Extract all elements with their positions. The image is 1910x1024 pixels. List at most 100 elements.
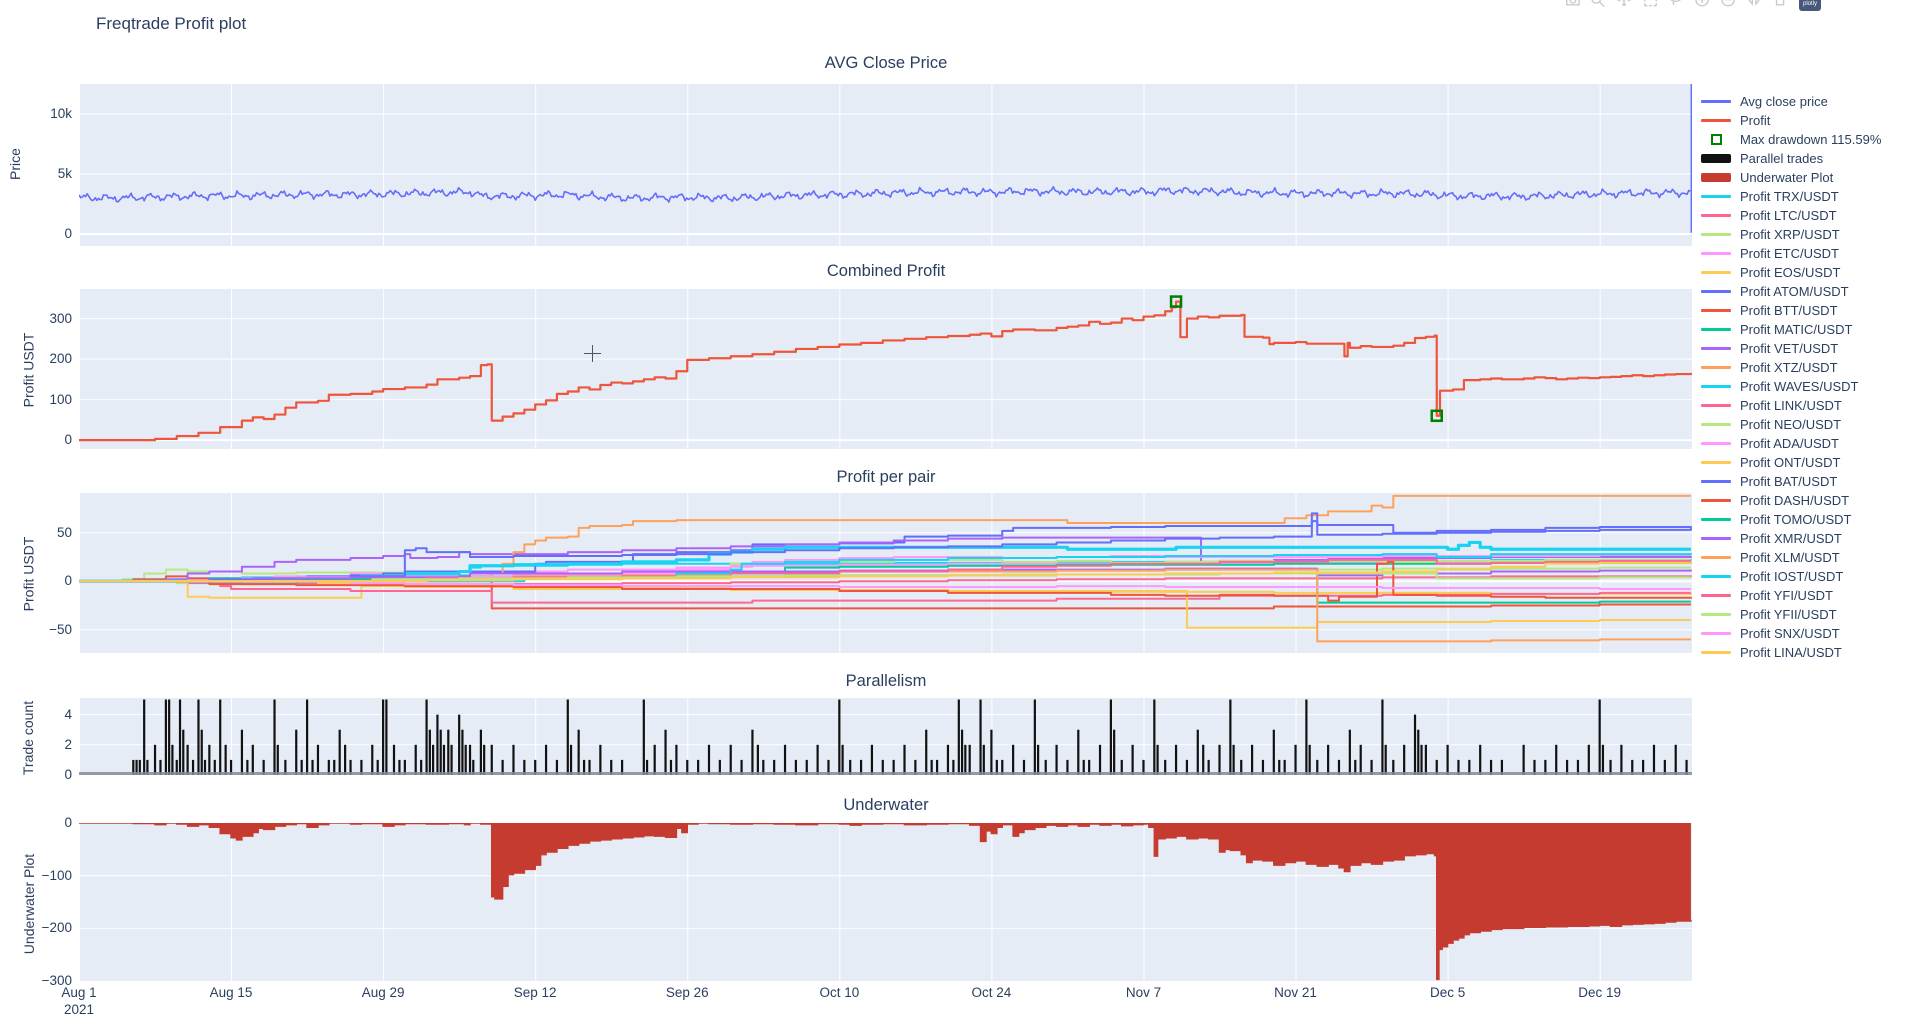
- box-select-icon[interactable]: [1643, 0, 1658, 11]
- legend-swatch-icon: [1700, 499, 1732, 502]
- y-tick-label: 0: [64, 432, 72, 448]
- legend-item[interactable]: Profit DASH/USDT: [1700, 491, 1910, 510]
- legend-item[interactable]: Profit LINA/USDT: [1700, 643, 1910, 662]
- legend-item[interactable]: Profit BTT/USDT: [1700, 301, 1910, 320]
- y-tick-label: 200: [49, 351, 72, 367]
- zoom-out-icon[interactable]: [1721, 0, 1736, 11]
- legend-item-label: Profit ATOM/USDT: [1740, 284, 1849, 299]
- legend-item[interactable]: Profit TRX/USDT: [1700, 187, 1910, 206]
- zoom-icon[interactable]: [1591, 0, 1606, 11]
- legend-item-label: Profit LINK/USDT: [1740, 398, 1842, 413]
- legend-swatch-icon: [1700, 119, 1732, 122]
- legend-item[interactable]: Profit YFII/USDT: [1700, 605, 1910, 624]
- legend-item-label: Profit LINA/USDT: [1740, 645, 1842, 660]
- y-tick-label: 300: [49, 310, 72, 326]
- legend-swatch-icon: [1700, 632, 1732, 635]
- y-tick-label: −200: [41, 920, 72, 936]
- legend-item-label: Profit MATIC/USDT: [1740, 322, 1853, 337]
- legend-swatch-icon: [1700, 556, 1732, 559]
- legend-swatch-icon: [1700, 214, 1732, 217]
- legend-item-label: Profit EOS/USDT: [1740, 265, 1841, 280]
- plotly-logo[interactable]: plotly: [1799, 0, 1821, 11]
- legend-item[interactable]: Profit ONT/USDT: [1700, 453, 1910, 472]
- legend-item[interactable]: Profit ADA/USDT: [1700, 434, 1910, 453]
- plot-area-avg-close-price[interactable]: [79, 84, 1692, 246]
- legend-item[interactable]: Profit TOMO/USDT: [1700, 510, 1910, 529]
- legend-item-label: Profit SNX/USDT: [1740, 626, 1840, 641]
- crosshair-cursor: [584, 353, 601, 354]
- legend-item[interactable]: Avg close price: [1700, 92, 1910, 111]
- legend-item-label: Avg close price: [1740, 94, 1828, 109]
- legend-item[interactable]: Profit BAT/USDT: [1700, 472, 1910, 491]
- y-tick-label: 10k: [50, 106, 72, 121]
- subplot-title-avg-close-price: AVG Close Price: [824, 54, 948, 72]
- x-tick-label: Dec 5: [1429, 985, 1466, 1000]
- legend-item[interactable]: Profit SNX/USDT: [1700, 624, 1910, 643]
- x-tick-label: Dec 19: [1578, 985, 1622, 1000]
- plot-area-parallelism[interactable]: [79, 698, 1692, 775]
- zoom-in-icon[interactable]: [1695, 0, 1710, 11]
- y-tick-label: 2: [64, 736, 72, 752]
- lasso-icon[interactable]: [1669, 0, 1684, 11]
- x-tick-label: Sep 12: [513, 985, 557, 1000]
- y-tick-label: 50: [56, 524, 72, 540]
- legend-swatch-icon: [1700, 575, 1732, 578]
- legend-swatch-icon: [1700, 423, 1732, 426]
- autoscale-icon[interactable]: [1747, 0, 1762, 11]
- plot-area-combined-profit[interactable]: [79, 289, 1692, 449]
- x-tick-label: Aug 15: [209, 985, 253, 1000]
- legend-item[interactable]: Profit XRP/USDT: [1700, 225, 1910, 244]
- legend-item-label: Underwater Plot: [1740, 170, 1834, 185]
- legend-swatch-icon: [1700, 385, 1732, 388]
- legend-item[interactable]: Profit YFI/USDT: [1700, 586, 1910, 605]
- legend-item[interactable]: Profit VET/USDT: [1700, 339, 1910, 358]
- legend-swatch-icon: [1700, 271, 1732, 274]
- legend-item[interactable]: Underwater Plot: [1700, 168, 1910, 187]
- legend-item[interactable]: Profit IOST/USDT: [1700, 567, 1910, 586]
- legend-item-label: Profit NEO/USDT: [1740, 417, 1842, 432]
- legend-item-label: Profit ETC/USDT: [1740, 246, 1839, 261]
- legend-item[interactable]: Profit LTC/USDT: [1700, 206, 1910, 225]
- legend-swatch-icon: [1700, 404, 1732, 407]
- legend-item-label: Profit IOST/USDT: [1740, 569, 1844, 584]
- legend-item[interactable]: Max drawdown 115.59%: [1700, 130, 1910, 149]
- legend-item-label: Profit ONT/USDT: [1740, 455, 1841, 470]
- plot-area-profit-per-pair[interactable]: [79, 493, 1692, 653]
- legend-item[interactable]: Profit WAVES/USDT: [1700, 377, 1910, 396]
- legend-swatch-icon: [1700, 613, 1732, 616]
- legend-item[interactable]: Profit XTZ/USDT: [1700, 358, 1910, 377]
- y-tick-label: 0: [64, 226, 72, 241]
- camera-icon[interactable]: [1565, 0, 1580, 11]
- legend-swatch-icon: [1700, 328, 1732, 331]
- legend-swatch-icon: [1700, 366, 1732, 369]
- legend-item-label: Profit WAVES/USDT: [1740, 379, 1859, 394]
- x-tick-label: Nov 21: [1274, 985, 1317, 1000]
- legend-item-label: Profit TOMO/USDT: [1740, 512, 1852, 527]
- legend-item[interactable]: Profit EOS/USDT: [1700, 263, 1910, 282]
- subplot-title-combined-profit: Combined Profit: [826, 262, 946, 280]
- legend-item[interactable]: Profit ETC/USDT: [1700, 244, 1910, 263]
- legend-item[interactable]: Profit: [1700, 111, 1910, 130]
- y-tick-label: 4: [64, 706, 72, 722]
- y-tick-label: −50: [49, 621, 72, 637]
- legend-swatch-icon: [1700, 154, 1732, 163]
- legend-item[interactable]: Profit XMR/USDT: [1700, 529, 1910, 548]
- pan-icon[interactable]: [1617, 0, 1632, 11]
- legend-item[interactable]: Parallel trades: [1700, 149, 1910, 168]
- legend-item-label: Profit YFI/USDT: [1740, 588, 1833, 603]
- legend-swatch-icon: [1700, 195, 1732, 198]
- legend-item[interactable]: Profit ATOM/USDT: [1700, 282, 1910, 301]
- legend-item-label: Profit BTT/USDT: [1740, 303, 1838, 318]
- legend-item[interactable]: Profit NEO/USDT: [1700, 415, 1910, 434]
- legend-item[interactable]: Profit MATIC/USDT: [1700, 320, 1910, 339]
- subplot-title-underwater: Underwater: [843, 796, 929, 814]
- legend-swatch-icon: [1700, 290, 1732, 293]
- y-tick-label: −300: [41, 973, 72, 988]
- legend-item[interactable]: Profit LINK/USDT: [1700, 396, 1910, 415]
- legend-swatch-icon: [1700, 594, 1732, 597]
- plot-area-underwater[interactable]: [79, 823, 1692, 981]
- reset-axes-icon[interactable]: [1773, 0, 1788, 11]
- max-drawdown-marker-icon: [1700, 134, 1732, 145]
- subplot-title-parallelism: Parallelism: [845, 672, 927, 690]
- legend-item[interactable]: Profit XLM/USDT: [1700, 548, 1910, 567]
